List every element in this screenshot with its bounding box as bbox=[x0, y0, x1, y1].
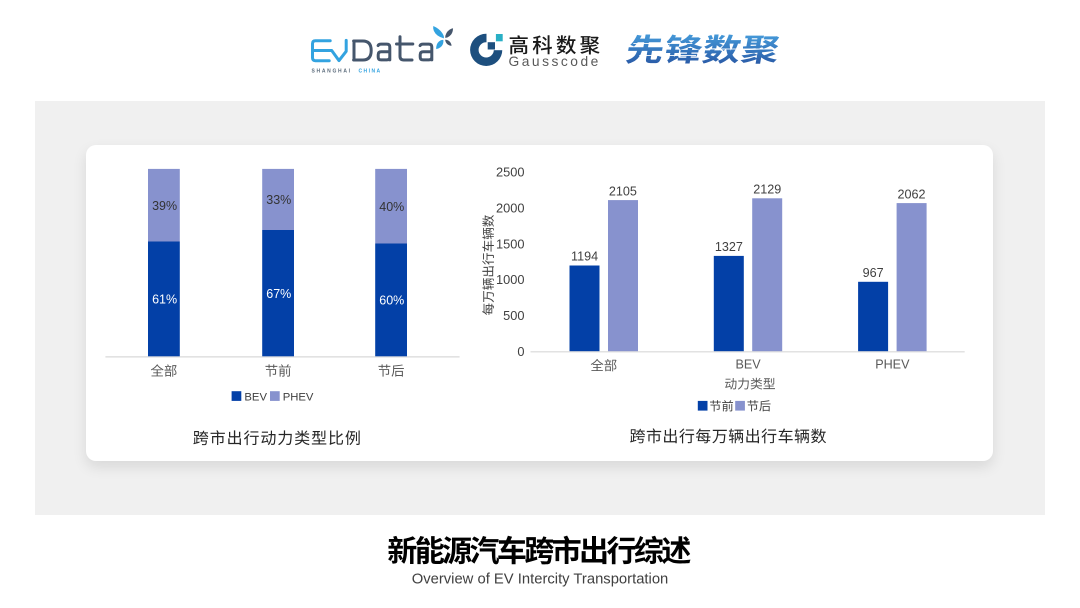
svg-text:PHEV: PHEV bbox=[875, 357, 910, 371]
svg-text:2062: 2062 bbox=[898, 187, 926, 201]
svg-text:61%: 61% bbox=[152, 293, 177, 307]
svg-text:2105: 2105 bbox=[609, 184, 637, 198]
svg-text:33%: 33% bbox=[266, 193, 291, 207]
svg-text:Gausscode: Gausscode bbox=[509, 54, 601, 69]
svg-text:67%: 67% bbox=[266, 287, 291, 301]
svg-text:1000: 1000 bbox=[496, 272, 524, 287]
svg-text:60%: 60% bbox=[379, 294, 404, 308]
svg-text:1194: 1194 bbox=[571, 250, 598, 264]
svg-text:39%: 39% bbox=[152, 199, 177, 213]
svg-text:40%: 40% bbox=[379, 200, 404, 214]
svg-text:BEV: BEV bbox=[735, 357, 761, 371]
svg-text:2500: 2500 bbox=[496, 165, 524, 180]
svg-text:2000: 2000 bbox=[496, 200, 524, 215]
svg-text:0: 0 bbox=[517, 344, 524, 359]
svg-text:Overview of EV Intercity Trans: Overview of EV Intercity Transportation bbox=[412, 571, 669, 587]
svg-text:BEV: BEV bbox=[244, 392, 267, 404]
svg-text:1500: 1500 bbox=[496, 236, 524, 251]
svg-text:SHANGHAI: SHANGHAI bbox=[312, 68, 352, 74]
svg-text:1327: 1327 bbox=[715, 240, 743, 254]
svg-text:500: 500 bbox=[503, 308, 524, 323]
svg-text:CHINA: CHINA bbox=[359, 68, 382, 74]
svg-text:967: 967 bbox=[863, 266, 884, 280]
svg-text:2129: 2129 bbox=[753, 183, 781, 197]
svg-text:PHEV: PHEV bbox=[283, 392, 314, 404]
